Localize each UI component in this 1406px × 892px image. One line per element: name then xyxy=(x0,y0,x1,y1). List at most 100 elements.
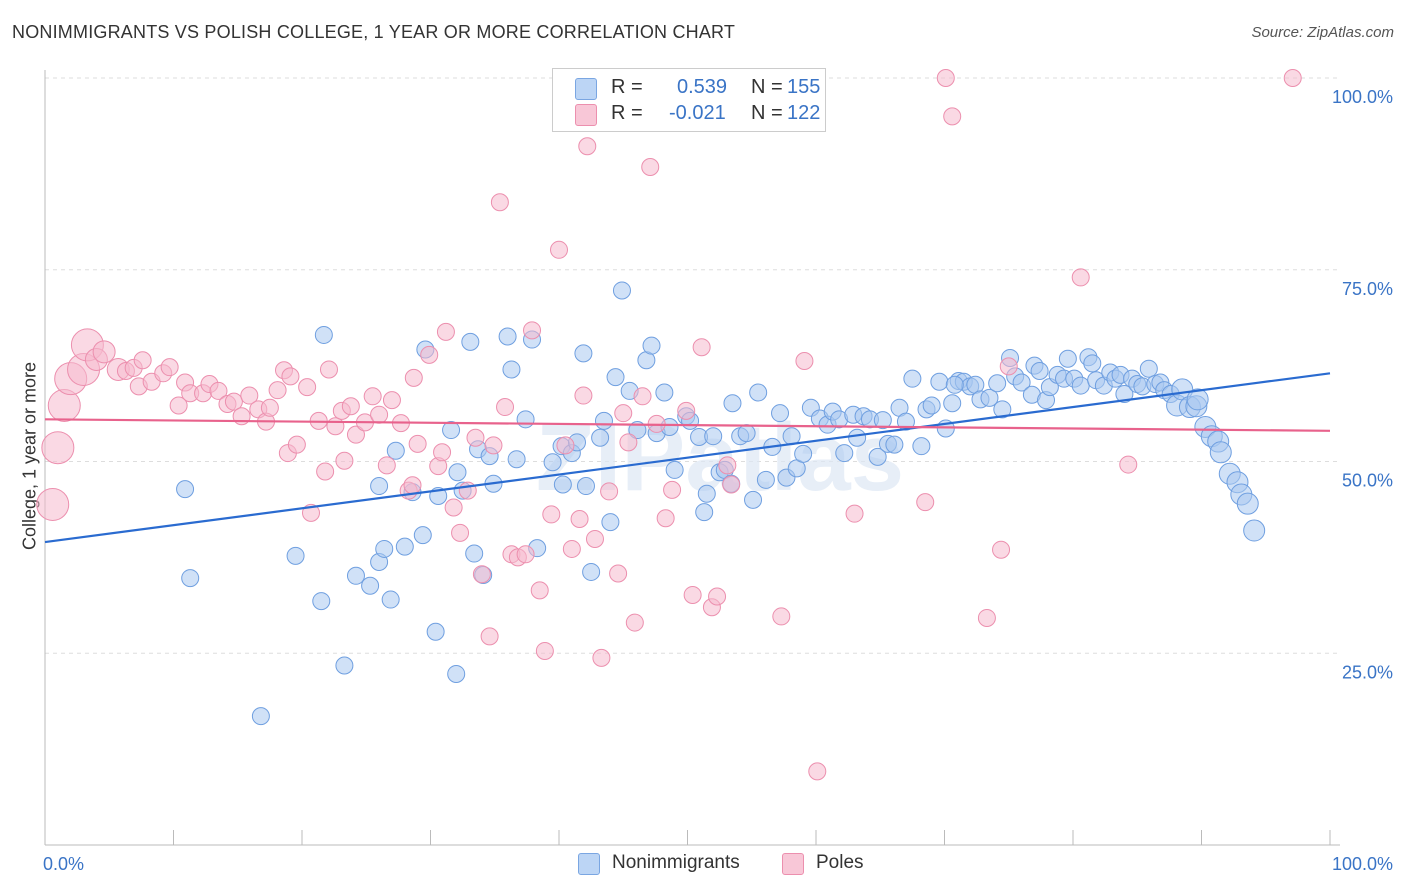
poles-point xyxy=(542,505,561,524)
poles-point xyxy=(570,510,589,529)
nonimmigrants-point xyxy=(655,383,674,402)
nonimmigrants-point xyxy=(642,336,661,355)
nonimmigrants-point xyxy=(543,453,562,472)
nonimmigrants-point xyxy=(461,332,480,351)
nonimmigrants-point xyxy=(335,656,354,675)
nonimmigrants-point xyxy=(582,562,601,581)
nonimmigrants-point xyxy=(1139,359,1158,378)
nonimmigrants-point xyxy=(1058,349,1077,368)
poles-point xyxy=(341,397,360,416)
poles-point xyxy=(160,358,179,377)
poles-point xyxy=(585,529,604,548)
r-label: R = xyxy=(611,102,643,124)
nonimmigrants-point xyxy=(553,475,572,494)
nonimmigrants-swatch xyxy=(575,78,597,100)
y-tick-label: 25.0% xyxy=(1342,662,1393,682)
nonimmigrants-point xyxy=(794,444,813,463)
nonimmigrants-point xyxy=(695,503,714,522)
nonimmigrants-point xyxy=(601,513,620,532)
nonimmigrants-point xyxy=(665,460,684,479)
nonimmigrants-point xyxy=(912,437,931,456)
poles-point xyxy=(722,475,741,494)
poles-point xyxy=(169,396,188,415)
poles-point xyxy=(936,69,955,87)
poles-point xyxy=(614,404,633,423)
poles-point xyxy=(346,425,365,444)
poles-point xyxy=(363,387,382,406)
poles-point xyxy=(260,398,279,417)
nonimmigrants-point xyxy=(697,484,716,503)
poles-point xyxy=(420,345,439,364)
nonimmigrants-point xyxy=(498,327,517,346)
poles-point xyxy=(633,387,652,406)
poles-legend-label: Poles xyxy=(816,852,864,873)
nonimmigrants-point xyxy=(314,325,333,344)
nonimmigrants-point xyxy=(848,428,867,447)
poles-point xyxy=(496,398,515,417)
nonimmigrants-point xyxy=(922,396,941,415)
nonimmigrants-trend-line xyxy=(44,372,1331,544)
poles-point xyxy=(625,613,644,632)
nonimmigrants-point xyxy=(749,383,768,402)
nonimmigrants-point xyxy=(903,369,922,388)
nonimmigrants-point xyxy=(628,421,647,440)
poles-point xyxy=(578,137,597,156)
nonimmigrants-point xyxy=(370,477,389,496)
nonimmigrants-point xyxy=(943,394,962,413)
nonimmigrants-point xyxy=(873,411,892,430)
y-tick-label: 50.0% xyxy=(1342,471,1393,491)
nonimmigrants-point xyxy=(1115,385,1134,404)
poles-point xyxy=(490,193,509,212)
nonimmigrants-point xyxy=(1083,354,1102,373)
nonimmigrants-point xyxy=(465,544,484,563)
nonimmigrants-point xyxy=(361,576,380,595)
poles-point xyxy=(224,392,243,411)
poles-point xyxy=(404,368,423,387)
nonimmigrants-point xyxy=(606,368,625,387)
poles-point xyxy=(808,762,827,781)
x-tick-label: 0.0% xyxy=(43,854,84,874)
poles-point xyxy=(535,641,554,660)
nonimmigrants-point xyxy=(516,410,535,429)
poles-point xyxy=(287,435,306,454)
nonimmigrants-point xyxy=(176,480,195,499)
poles-point xyxy=(977,608,996,627)
nonimmigrants-point xyxy=(612,281,631,300)
poles-point xyxy=(1119,455,1138,474)
nonimmigrants-point xyxy=(771,404,790,423)
nonimmigrants-point xyxy=(286,546,305,565)
nonimmigrants-point xyxy=(395,537,414,556)
poles-point xyxy=(619,433,638,452)
poles-point xyxy=(433,443,452,462)
nonimmigrants-point xyxy=(993,400,1012,419)
nonimmigrants-n-value: 155 xyxy=(787,76,821,98)
nonimmigrants-point xyxy=(381,590,400,609)
poles-point xyxy=(444,498,463,517)
nonimmigrants-point xyxy=(1186,388,1209,411)
nonimmigrants-point xyxy=(181,569,200,588)
n-label: N = xyxy=(751,102,783,124)
nonimmigrants-point xyxy=(945,375,964,394)
poles-point xyxy=(708,587,727,606)
source-label: Source: ZipAtlas.com xyxy=(1251,24,1394,41)
poles-point xyxy=(530,581,549,600)
poles-n-value: 122 xyxy=(787,102,821,124)
poles-point xyxy=(609,564,628,583)
poles-point xyxy=(484,436,503,455)
nonimmigrants-point xyxy=(1243,519,1266,542)
poles-trend-line xyxy=(44,418,1331,432)
nonimmigrants-point xyxy=(448,463,467,482)
stats-legend: R = 0.539 N = 155 R = -0.021 N = 122 xyxy=(552,68,826,132)
nonimmigrants-point xyxy=(930,372,949,391)
grid xyxy=(45,77,1340,845)
nonimmigrants-point xyxy=(885,435,904,454)
poles-point xyxy=(916,493,935,512)
nonimmigrants-point xyxy=(442,421,461,440)
poles-point xyxy=(377,456,396,475)
poles-point xyxy=(592,648,611,667)
poles-point xyxy=(326,417,345,436)
poles-point xyxy=(641,157,660,176)
y-tick-label: 100.0% xyxy=(1332,87,1393,107)
poles-r-value: -0.021 xyxy=(669,102,726,124)
